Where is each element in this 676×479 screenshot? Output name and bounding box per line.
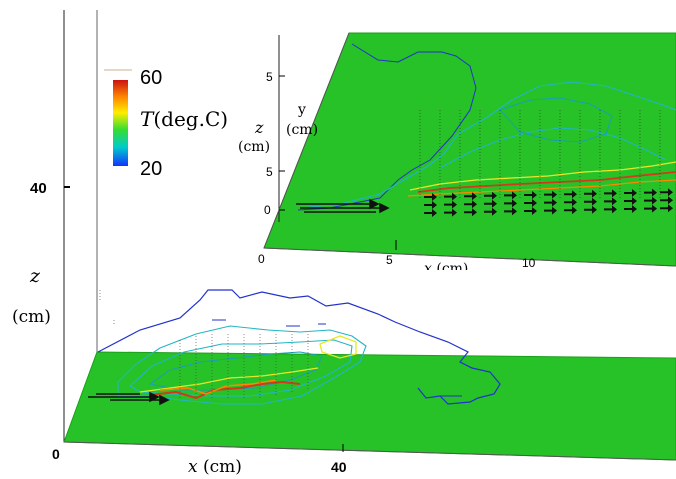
colorbar-top-label: 60 [140, 67, 162, 89]
inset-x-tick-label-5: 5 [386, 253, 393, 267]
main-contour-red [149, 380, 301, 400]
velocity-arrow [504, 207, 517, 216]
inset-x-axis-line [263, 247, 676, 267]
velocity-arrow [624, 197, 637, 205]
velocity-arrow [660, 196, 673, 205]
velocity-arrow [564, 206, 577, 215]
main-x-axis-line [63, 441, 676, 461]
inset-y-axis-label: y (cm) [286, 99, 318, 138]
colorbar: 60 20 T(deg.C) [104, 67, 228, 180]
main-contour-outer [97, 289, 501, 405]
velocity-arrow [584, 197, 597, 206]
velocity-arrow [544, 190, 557, 199]
velocity-arrow [484, 207, 497, 216]
inset-panel: 5 5 0 0 5 10 z (cm) y (cm) x (cm) [238, 32, 676, 282]
velocity-arrow [544, 198, 557, 207]
velocity-arrow [484, 191, 497, 200]
velocity-arrow [660, 204, 673, 213]
main-x-tick-label-40: 40 [331, 459, 347, 475]
velocity-arrow [464, 200, 477, 209]
velocity-arrow [644, 204, 657, 213]
velocity-arrow [604, 197, 617, 206]
main-x-tick-label-0: 0 [52, 446, 60, 462]
main-panel: 40 0 40 z (cm) x (cm) [12, 10, 676, 477]
inset-z-tick-label-top: 5 [266, 70, 273, 84]
velocity-arrow [660, 188, 673, 197]
inset-contour-blue [297, 43, 477, 211]
inset-contour-cyan-3 [499, 97, 613, 143]
velocity-arrow [444, 208, 457, 217]
main-mesh-lines [99, 290, 309, 400]
inset-contour-cyan [299, 81, 676, 209]
main-contour-orange [159, 379, 277, 395]
velocity-arrow [644, 196, 657, 205]
inset-velocity-vectors [296, 198, 390, 214]
velocity-arrow [604, 205, 617, 214]
colorbar-gradient [113, 80, 128, 166]
inset-contour-yellow [409, 161, 676, 191]
inset-z-tick-label-mid: 5 [266, 165, 273, 179]
velocity-arrow [424, 201, 437, 209]
colorbar-bottom-label: 20 [140, 158, 162, 180]
velocity-arrow [584, 205, 597, 214]
main-contour-fragments [212, 319, 462, 397]
velocity-arrow [444, 192, 457, 201]
inset-x-tick-label-0: 0 [258, 252, 265, 266]
main-x-axis-label: x (cm) [188, 457, 242, 477]
velocity-arrow [624, 189, 637, 197]
velocity-arrow [564, 198, 577, 207]
velocity-arrow [544, 206, 557, 215]
inset-x-tick-label-10: 10 [522, 256, 536, 270]
velocity-arrow [564, 190, 577, 199]
velocity-arrow [424, 193, 437, 201]
inset-mesh-lines [419, 110, 661, 200]
main-velocity-vectors [88, 391, 170, 406]
velocity-arrow [524, 207, 537, 215]
velocity-arrow [524, 199, 537, 207]
inset-velocity-arrows [424, 188, 673, 217]
velocity-arrow [484, 199, 497, 208]
colorbar-title: T(deg.C) [140, 107, 228, 131]
main-contour-cyan-1 [117, 325, 367, 405]
velocity-arrow [584, 189, 597, 198]
velocity-arrow [464, 192, 477, 201]
velocity-arrow [504, 191, 517, 200]
velocity-arrow [464, 208, 477, 217]
velocity-arrow [424, 209, 437, 217]
inset-plane-left-edge [263, 32, 350, 249]
velocity-arrow [444, 200, 457, 209]
velocity-arrow [604, 189, 617, 198]
velocity-arrow [504, 199, 517, 208]
inset-z-axis-label: z (cm) [238, 118, 270, 155]
inset-temperature-plane [263, 32, 676, 267]
velocity-arrow [524, 191, 537, 199]
velocity-arrow [624, 205, 637, 213]
main-temperature-plane [63, 351, 676, 461]
main-contour-yellow-1 [319, 335, 357, 359]
main-z-axis-label: z (cm) [12, 265, 51, 327]
main-contour-yellow-2 [139, 367, 319, 393]
inset-x-label-mask [400, 270, 520, 282]
inset-z-tick-label-0: 0 [264, 203, 271, 217]
main-contour-cyan-2 [129, 339, 353, 397]
velocity-arrow [644, 188, 657, 197]
main-z-tick-label-40: 40 [30, 180, 47, 197]
